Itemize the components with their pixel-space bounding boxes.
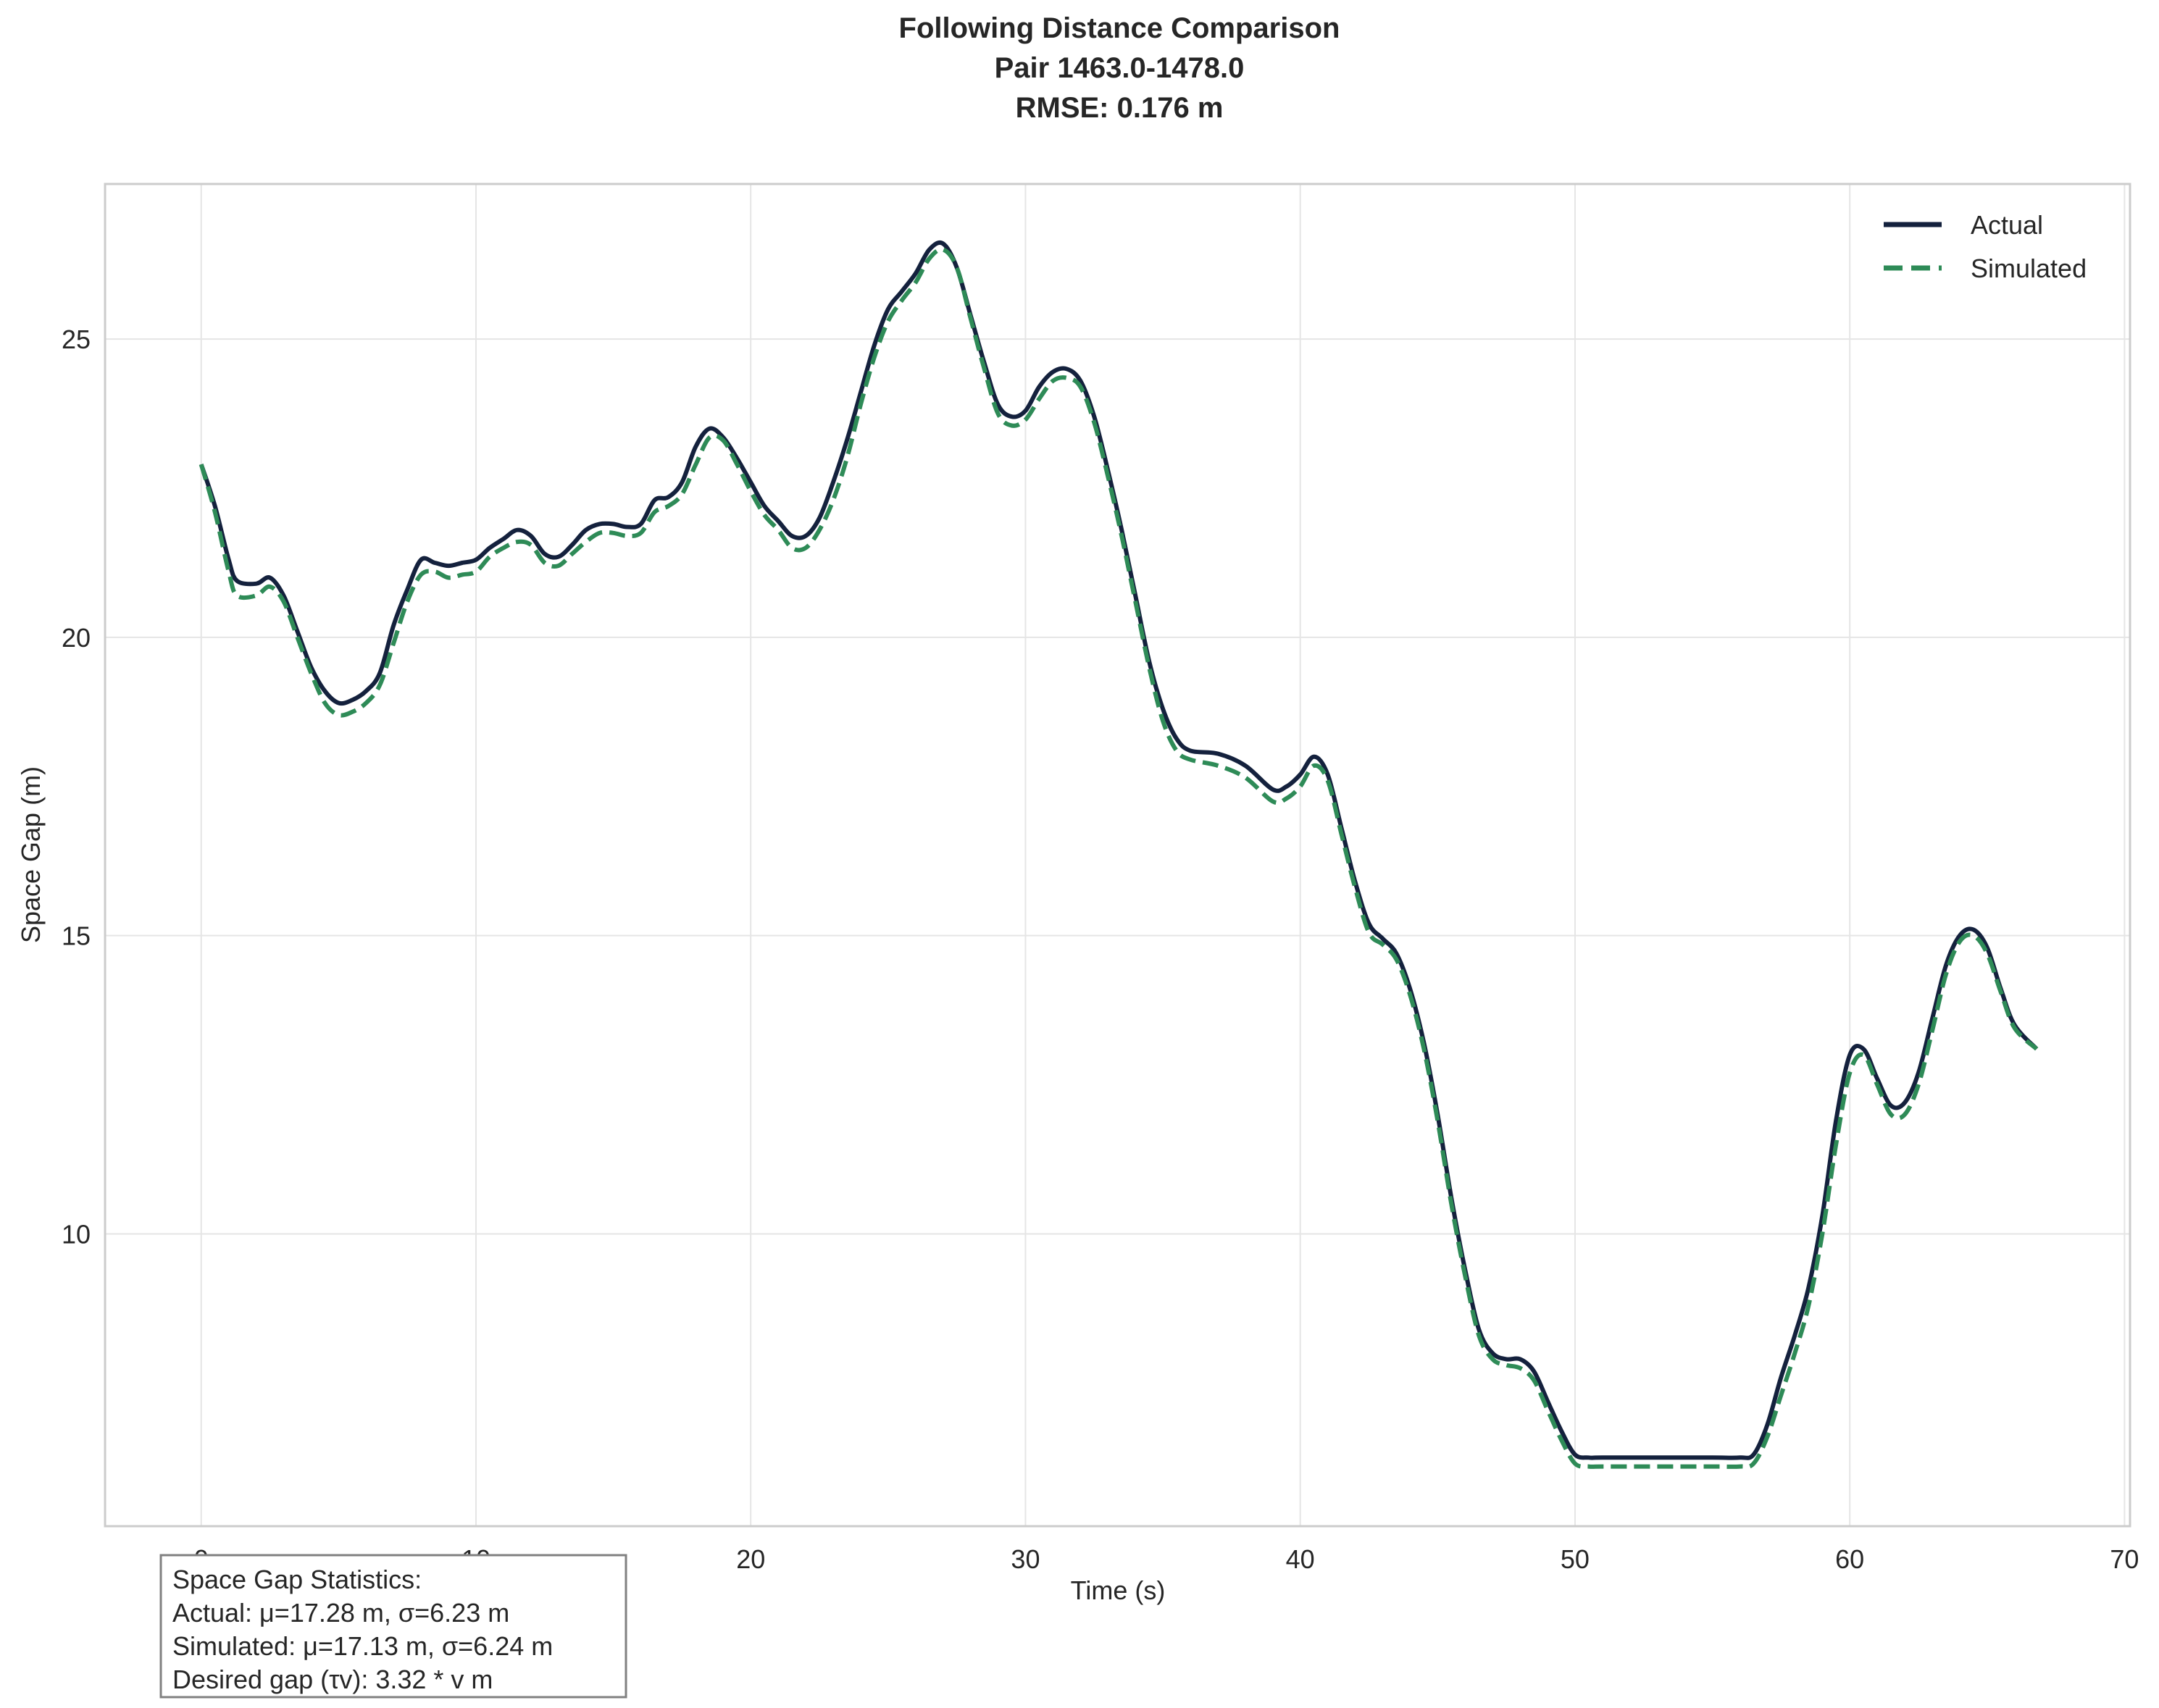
stats-line-3: Simulated: μ=17.13 m, σ=6.24 m [172, 1631, 553, 1661]
y-tick-label-25: 25 [62, 325, 91, 354]
x-tick-label-20: 20 [736, 1544, 765, 1574]
stats-line-4: Desired gap (τv): 3.32 * v m [172, 1665, 493, 1694]
chart-title-line-3: RMSE: 0.176 m [1016, 92, 1224, 124]
grid-lines [105, 184, 2130, 1526]
stats-box-frame [159, 1554, 627, 1699]
y-tick-label-20: 20 [62, 623, 91, 653]
legend-label-simulated: Simulated [1971, 254, 2087, 283]
x-axis-label: Time (s) [1071, 1575, 1166, 1605]
series-line-simulated [199, 247, 2039, 1469]
y-axis-label: Space Gap (m) [16, 766, 46, 943]
y-tick-label-15: 15 [62, 921, 91, 951]
x-tick-label-30: 30 [1011, 1544, 1040, 1574]
y-axis-ticks: 10 15 20 25 [62, 325, 91, 1249]
x-tick-label-40: 40 [1286, 1544, 1315, 1574]
legend-label-actual: Actual [1971, 210, 2043, 240]
x-tick-label-70: 70 [2110, 1544, 2139, 1574]
x-tick-label-60: 60 [1835, 1544, 1864, 1574]
y-tick-label-10: 10 [62, 1219, 91, 1249]
stats-line-1: Space Gap Statistics: [172, 1565, 422, 1594]
chart-title-line-2: Pair 1463.0-1478.0 [995, 52, 1245, 84]
stats-line-2: Actual: μ=17.28 m, σ=6.23 m [172, 1598, 509, 1628]
series-lines [199, 240, 2039, 1469]
legend: Actual Simulated [1884, 210, 2087, 283]
stats-box: Space Gap Statistics: Actual: μ=17.28 m,… [159, 1554, 627, 1699]
chart-title-line-1: Following Distance Comparison [899, 12, 1340, 44]
x-tick-label-50: 50 [1561, 1544, 1590, 1574]
chart-title: Following Distance Comparison Pair 1463.… [899, 12, 1340, 124]
series-line-actual [199, 240, 2039, 1460]
plot-frame [104, 183, 2131, 1528]
